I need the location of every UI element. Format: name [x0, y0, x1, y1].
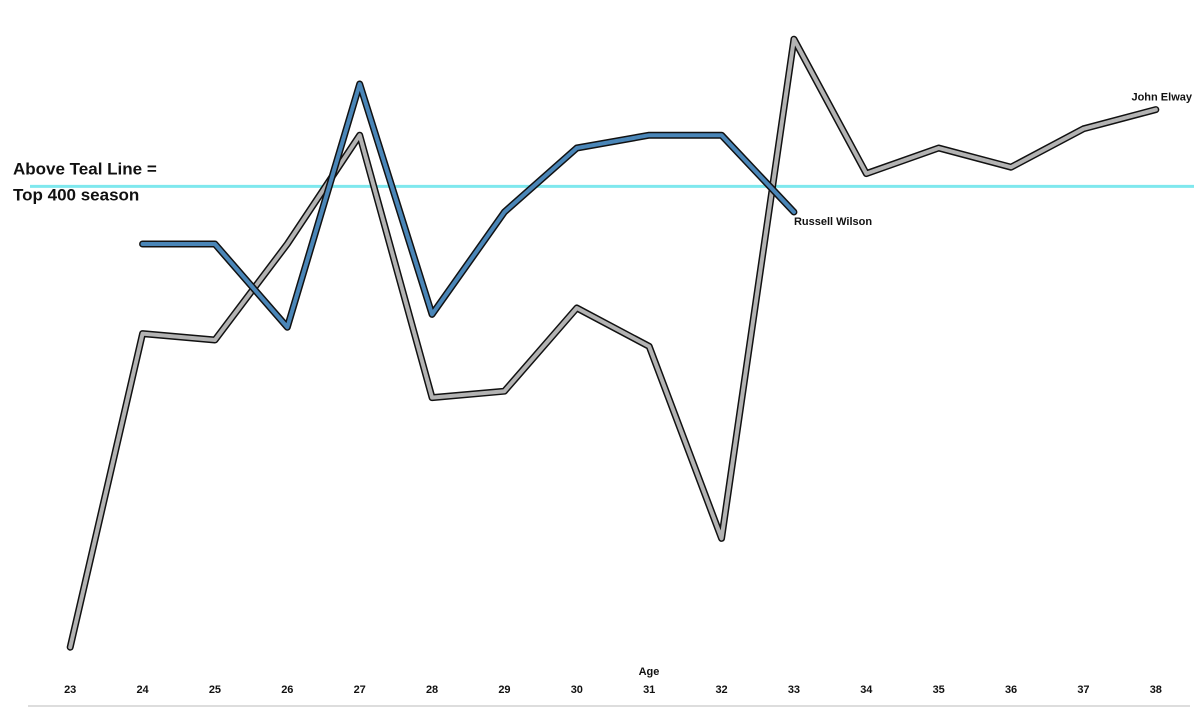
- x-tick-label: 31: [643, 684, 655, 696]
- x-tick-label: 37: [1077, 684, 1089, 696]
- x-tick-label: 29: [498, 684, 510, 696]
- x-tick-label: 38: [1150, 684, 1162, 696]
- x-tick-label: 26: [281, 684, 293, 696]
- x-tick-label: 33: [788, 684, 800, 696]
- x-tick-label: 34: [860, 684, 873, 696]
- annotation: Above Teal Line =: [13, 159, 157, 178]
- x-tick-label: 30: [571, 684, 583, 696]
- x-tick-label: 36: [1005, 684, 1017, 696]
- x-tick-label: 32: [715, 684, 727, 696]
- annotation: Top 400 season: [13, 185, 139, 204]
- x-tick-label: 35: [933, 684, 945, 696]
- series-line: [140, 82, 796, 330]
- series-line: [68, 37, 1158, 650]
- x-tick-label: 23: [64, 684, 76, 696]
- series-line-outline: [66, 35, 1160, 651]
- series-label: Russell Wilson: [794, 216, 872, 228]
- x-axis-label: Age: [639, 666, 660, 678]
- series-line-outline: [139, 80, 798, 331]
- x-tick-label: 27: [354, 684, 366, 696]
- x-tick-label: 25: [209, 684, 221, 696]
- series-label: John Elway: [1131, 92, 1192, 104]
- x-tick-label: 24: [136, 684, 149, 696]
- x-tick-label: 28: [426, 684, 438, 696]
